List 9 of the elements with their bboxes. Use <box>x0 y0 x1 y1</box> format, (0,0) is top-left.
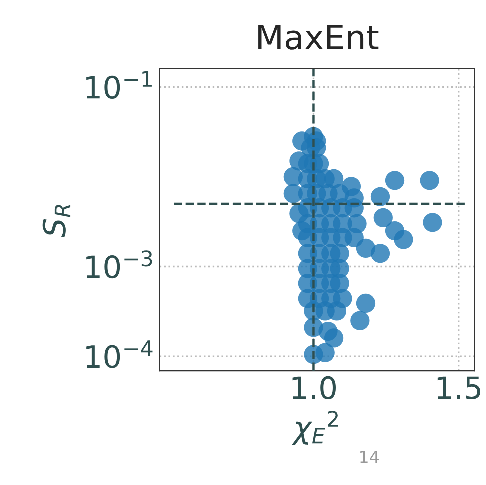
chart-title: MaxEnt <box>258 25 379 50</box>
y-tick-label: 10$^{−4}$ <box>86 340 153 368</box>
y-tick-label: 10$^{−3}$ <box>86 250 152 279</box>
x-tick-label: 1.5 <box>438 376 480 400</box>
text: 14 <box>360 451 380 464</box>
y-tick-label: 10$^{−1}$ <box>86 71 152 100</box>
x-tick-label: 1.0 <box>292 376 336 400</box>
y-axis-title: S$_{R}$ <box>42 205 71 238</box>
x-axis-title: χ$_{E}$$^{2}$ <box>292 411 338 445</box>
